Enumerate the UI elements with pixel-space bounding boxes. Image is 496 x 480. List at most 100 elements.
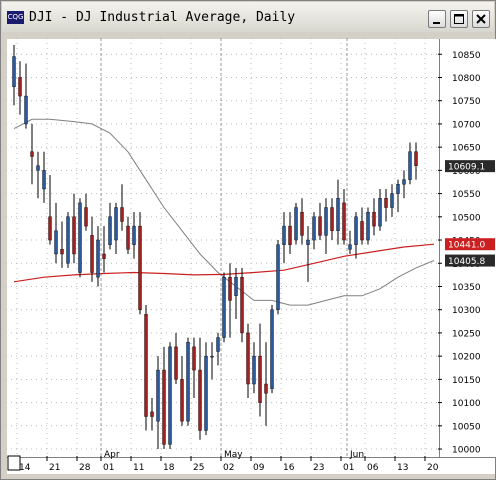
candle-up — [204, 355, 208, 431]
y-tick-label: 10000 — [452, 446, 481, 456]
grid-lines — [6, 38, 438, 456]
candle-up — [210, 355, 214, 358]
candle-up — [378, 198, 382, 227]
candle-down — [150, 411, 154, 417]
candle-down — [246, 332, 250, 385]
candle-down — [90, 235, 94, 273]
candle-up — [24, 95, 28, 125]
candle-down — [144, 314, 148, 417]
candle-up — [216, 337, 220, 352]
candle-up — [252, 355, 256, 385]
x-tick-label: 13 — [397, 463, 408, 473]
candle-down — [288, 225, 292, 245]
maximize-icon — [454, 14, 464, 24]
candle-down — [300, 211, 304, 236]
candle-up — [402, 179, 406, 185]
candle-up — [132, 225, 136, 245]
candle-down — [72, 216, 76, 255]
candle-down — [138, 225, 142, 310]
x-tick-label: 01 — [343, 463, 354, 473]
candles — [12, 44, 418, 450]
candle-down — [162, 369, 166, 445]
x-tick-label: 06 — [367, 463, 379, 473]
candle-down — [360, 221, 364, 241]
x-tick-label: 01 — [103, 463, 114, 473]
x-tick-label: 20 — [427, 463, 439, 473]
x-month-label: Apr — [104, 450, 120, 460]
candle-down — [102, 253, 106, 259]
candle-up — [306, 239, 310, 245]
candle-up — [42, 170, 46, 190]
candle-up — [408, 151, 412, 180]
x-tick-label: 14 — [19, 463, 31, 473]
y-tick-label: 10500 — [452, 213, 481, 223]
candle-down — [60, 249, 64, 255]
maximize-button[interactable] — [450, 10, 468, 28]
candle-down — [174, 346, 178, 380]
x-axis-ticks: 14 21 28 01 11 18 25 02 09 16 23 01 06 13 20 Apr May Jun — [7, 450, 439, 473]
candle-up — [366, 211, 370, 241]
candle-up — [36, 165, 40, 171]
y-tick-label: 10550 — [452, 190, 481, 200]
value-tags: 10609.1 10441.0 10405.8 — [445, 160, 495, 267]
candle-down — [18, 77, 22, 97]
minimize-icon — [433, 22, 440, 24]
minimize-button[interactable] — [428, 10, 446, 28]
title-bar[interactable]: CQG DJI - DJ Industrial Average, Daily — [2, 2, 494, 32]
window-title: DJI - DJ Industrial Average, Daily — [29, 10, 296, 25]
x-tick-label: 11 — [133, 463, 144, 473]
candle-down — [48, 216, 52, 241]
close-icon — [476, 14, 486, 24]
candle-down — [240, 276, 244, 334]
y-tick-label: 10250 — [452, 329, 481, 339]
candle-up — [168, 346, 172, 445]
app-logo-icon[interactable]: CQG — [7, 11, 24, 24]
x-tick-label: 23 — [313, 463, 324, 473]
candle-up — [312, 216, 316, 241]
candle-up — [114, 207, 118, 241]
value-tag-bg — [445, 238, 495, 251]
x-tick-label: 21 — [49, 463, 60, 473]
candle-up — [348, 244, 352, 250]
candle-down — [342, 202, 346, 241]
candle-down — [228, 276, 232, 301]
x-month-label: Jun — [349, 450, 364, 460]
candle-up — [282, 225, 286, 245]
y-tick-label: 10850 — [452, 51, 481, 61]
candle-down — [84, 207, 88, 227]
candle-up — [396, 184, 400, 194]
candle-down — [372, 211, 376, 227]
candle-up — [270, 309, 274, 389]
candle-up — [234, 276, 238, 296]
candle-up — [324, 207, 328, 236]
value-tag-label: 10441.0 — [448, 241, 485, 251]
value-tag-label: 10609.1 — [448, 163, 485, 173]
x-tick-label: 09 — [253, 463, 265, 473]
x-tick-label: 16 — [283, 463, 295, 473]
candle-down — [264, 383, 268, 394]
candle-up — [108, 216, 112, 245]
value-tag-label: 10405.8 — [448, 257, 485, 267]
y-tick-label: 10800 — [452, 74, 481, 84]
candle-down — [120, 207, 124, 222]
moving-average-gray-line — [13, 118, 435, 306]
candle-down — [198, 369, 202, 431]
y-tick-label: 10650 — [452, 144, 481, 154]
candle-up — [222, 276, 226, 338]
candle-up — [66, 216, 70, 264]
close-button[interactable] — [472, 10, 490, 28]
candle-up — [336, 198, 340, 231]
candle-up — [96, 239, 100, 278]
x-tick-label: 28 — [79, 463, 91, 473]
candle-down — [30, 151, 34, 157]
candle-down — [330, 207, 334, 231]
y-tick-label: 10200 — [452, 353, 481, 363]
candle-up — [156, 369, 160, 422]
y-tick-label: 10750 — [452, 97, 481, 107]
candle-down — [126, 225, 130, 250]
candle-up — [12, 56, 16, 87]
candle-down — [414, 151, 418, 166]
x-month-label: May — [224, 450, 243, 460]
